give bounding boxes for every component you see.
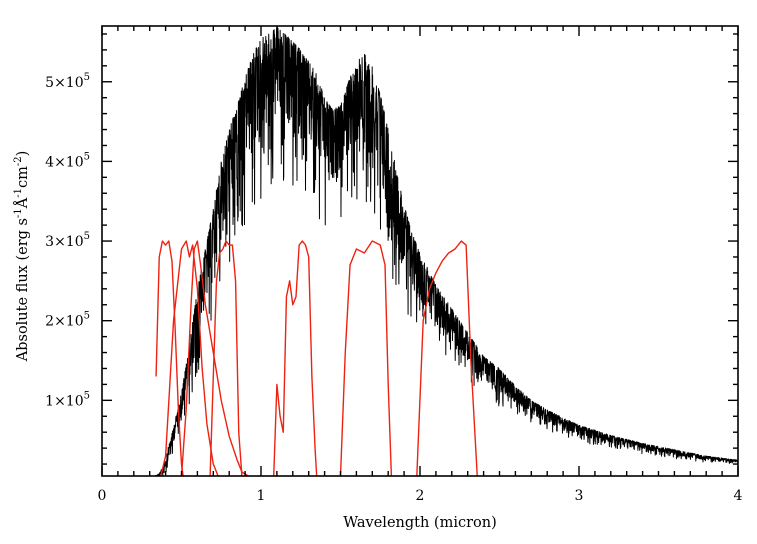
y-title-part: cm — [15, 166, 31, 188]
filter-curve-4 — [209, 240, 243, 477]
y-title-exp: -1 — [13, 188, 24, 198]
x-tick-label: 3 — [575, 488, 584, 504]
y-title-part: Å — [13, 197, 31, 209]
y-title-exp: -1 — [13, 208, 24, 218]
y-axis-title: Absolute flux (erg s-1Å-1cm-2) — [13, 151, 31, 363]
filter-curve-5 — [273, 240, 318, 477]
filter-curves-layer — [155, 240, 478, 477]
y-tick-label: 2×105 — [45, 311, 90, 330]
x-tick-label: 1 — [257, 488, 266, 504]
spectrum-line — [154, 26, 739, 477]
y-tick-label: 5×105 — [45, 72, 90, 91]
x-tick-label: 4 — [734, 488, 743, 504]
y-tick-label: 3×105 — [45, 231, 90, 250]
y-tick-exponent: 5 — [84, 390, 90, 401]
y-title-part: ) — [15, 151, 31, 157]
y-title-part: Absolute flux (erg s — [15, 218, 31, 362]
filter-curve-7 — [416, 240, 478, 477]
y-tick-exponent: 5 — [84, 311, 90, 322]
filter-curve-1 — [155, 240, 184, 477]
y-tick-mantissa: 4×10 — [45, 154, 83, 170]
y-tick-exponent: 5 — [84, 151, 90, 162]
y-tick-mantissa: 5×10 — [45, 75, 83, 91]
spectrum-layer — [154, 26, 739, 477]
y-tick-mantissa: 2×10 — [45, 314, 83, 330]
x-tick-label: 0 — [98, 488, 107, 504]
y-tick-label: 4×105 — [45, 151, 90, 170]
x-tick-label: 2 — [416, 488, 425, 504]
filter-curve-2 — [160, 240, 219, 477]
y-tick-exponent: 5 — [84, 72, 90, 83]
y-tick-exponent: 5 — [84, 231, 90, 242]
y-title-exp: -2 — [13, 156, 24, 166]
filter-curve-6 — [339, 240, 393, 477]
filter-curve-3 — [180, 240, 249, 477]
x-axis-title: Wavelength (micron) — [343, 515, 497, 531]
y-tick-mantissa: 1×10 — [45, 393, 83, 409]
axes-layer — [101, 25, 739, 477]
y-tick-mantissa: 3×10 — [45, 234, 83, 250]
y-tick-label: 1×105 — [45, 390, 90, 409]
